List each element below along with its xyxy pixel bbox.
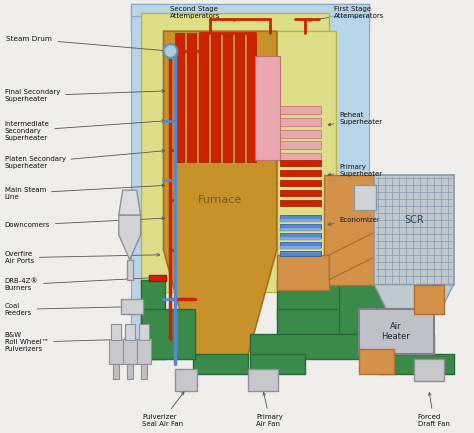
Bar — [111, 324, 121, 340]
Bar — [277, 31, 337, 290]
Bar — [324, 175, 379, 284]
Bar — [280, 153, 321, 162]
Text: Platen Secondary
Superheater: Platen Secondary Superheater — [4, 150, 165, 169]
Text: Overfire
Air Ports: Overfire Air Ports — [4, 251, 160, 264]
Bar — [121, 300, 143, 314]
Bar — [280, 215, 321, 220]
Bar — [280, 180, 321, 186]
Bar — [280, 251, 321, 256]
Text: SCR: SCR — [404, 215, 424, 225]
Bar — [414, 359, 444, 381]
Bar — [248, 369, 278, 391]
Bar — [280, 142, 321, 149]
Bar — [127, 260, 133, 280]
Text: Downcomers: Downcomers — [4, 217, 165, 228]
Bar — [280, 170, 321, 176]
Text: Main Steam
Line: Main Steam Line — [4, 184, 165, 200]
Bar — [109, 339, 123, 364]
Bar — [148, 275, 166, 281]
Text: Second Stage
Attemperators: Second Stage Attemperators — [170, 6, 237, 21]
Bar — [277, 280, 356, 319]
Bar — [175, 33, 184, 162]
Bar — [280, 118, 321, 126]
Bar — [277, 310, 406, 334]
Bar — [280, 106, 321, 114]
Bar — [123, 339, 137, 364]
Text: Intermediate
Secondary
Superheater: Intermediate Secondary Superheater — [4, 120, 165, 141]
Bar — [193, 354, 248, 374]
Bar — [359, 310, 434, 354]
Bar — [199, 33, 208, 162]
Text: Primary
Superheater: Primary Superheater — [328, 164, 383, 177]
Bar — [280, 246, 321, 249]
Bar — [280, 129, 321, 138]
Bar — [255, 56, 280, 160]
Bar — [414, 284, 444, 314]
Bar — [247, 33, 256, 162]
Bar — [175, 369, 197, 391]
Bar — [324, 4, 369, 213]
Bar — [235, 33, 244, 162]
Text: Economizer: Economizer — [328, 217, 380, 226]
Bar — [211, 33, 220, 162]
Bar — [354, 185, 376, 210]
Bar — [250, 334, 434, 359]
Bar — [131, 4, 369, 16]
Bar — [280, 219, 321, 222]
Circle shape — [164, 44, 177, 58]
Bar — [359, 349, 394, 374]
Bar — [379, 354, 454, 374]
Text: Furnace: Furnace — [198, 195, 242, 205]
Text: Coal
Feeders: Coal Feeders — [4, 303, 139, 316]
Bar — [339, 280, 406, 334]
Text: Pulverizer
Seal Air Fan: Pulverizer Seal Air Fan — [142, 392, 184, 427]
Bar — [127, 364, 133, 379]
Bar — [141, 310, 195, 359]
Bar — [223, 33, 232, 162]
Text: B&W
Roll Wheel™
Pulverizers: B&W Roll Wheel™ Pulverizers — [4, 332, 127, 352]
Polygon shape — [119, 190, 141, 215]
Bar — [280, 224, 321, 229]
Bar — [125, 324, 135, 340]
Text: Primary
Air Fan: Primary Air Fan — [256, 392, 283, 427]
Polygon shape — [119, 215, 141, 260]
Bar — [141, 13, 329, 291]
Bar — [137, 339, 151, 364]
Text: Air
Heater: Air Heater — [382, 322, 410, 341]
Text: Forced
Draft Fan: Forced Draft Fan — [418, 393, 450, 427]
Bar — [141, 280, 165, 359]
Bar — [280, 190, 321, 196]
Bar — [250, 354, 305, 374]
Bar — [280, 160, 321, 166]
Text: Reheat
Superheater: Reheat Superheater — [328, 112, 383, 126]
Bar — [280, 200, 321, 206]
Bar — [374, 175, 454, 284]
Polygon shape — [164, 31, 277, 359]
Bar — [187, 33, 196, 162]
Bar — [280, 237, 321, 240]
Text: Steam Drum: Steam Drum — [7, 36, 167, 52]
Text: Final Secondary
Superheater: Final Secondary Superheater — [4, 89, 165, 102]
Bar — [138, 324, 148, 340]
Text: First Stage
Attemperators: First Stage Attemperators — [308, 6, 384, 22]
Bar — [280, 242, 321, 247]
Polygon shape — [329, 230, 379, 280]
Polygon shape — [374, 284, 454, 314]
Bar — [131, 4, 369, 32]
Bar — [280, 228, 321, 231]
Bar — [113, 364, 119, 379]
Bar — [131, 4, 165, 359]
Bar — [141, 364, 146, 379]
Text: DRB-4Z®
Burners: DRB-4Z® Burners — [4, 277, 152, 291]
Polygon shape — [277, 255, 329, 290]
Bar — [280, 233, 321, 238]
